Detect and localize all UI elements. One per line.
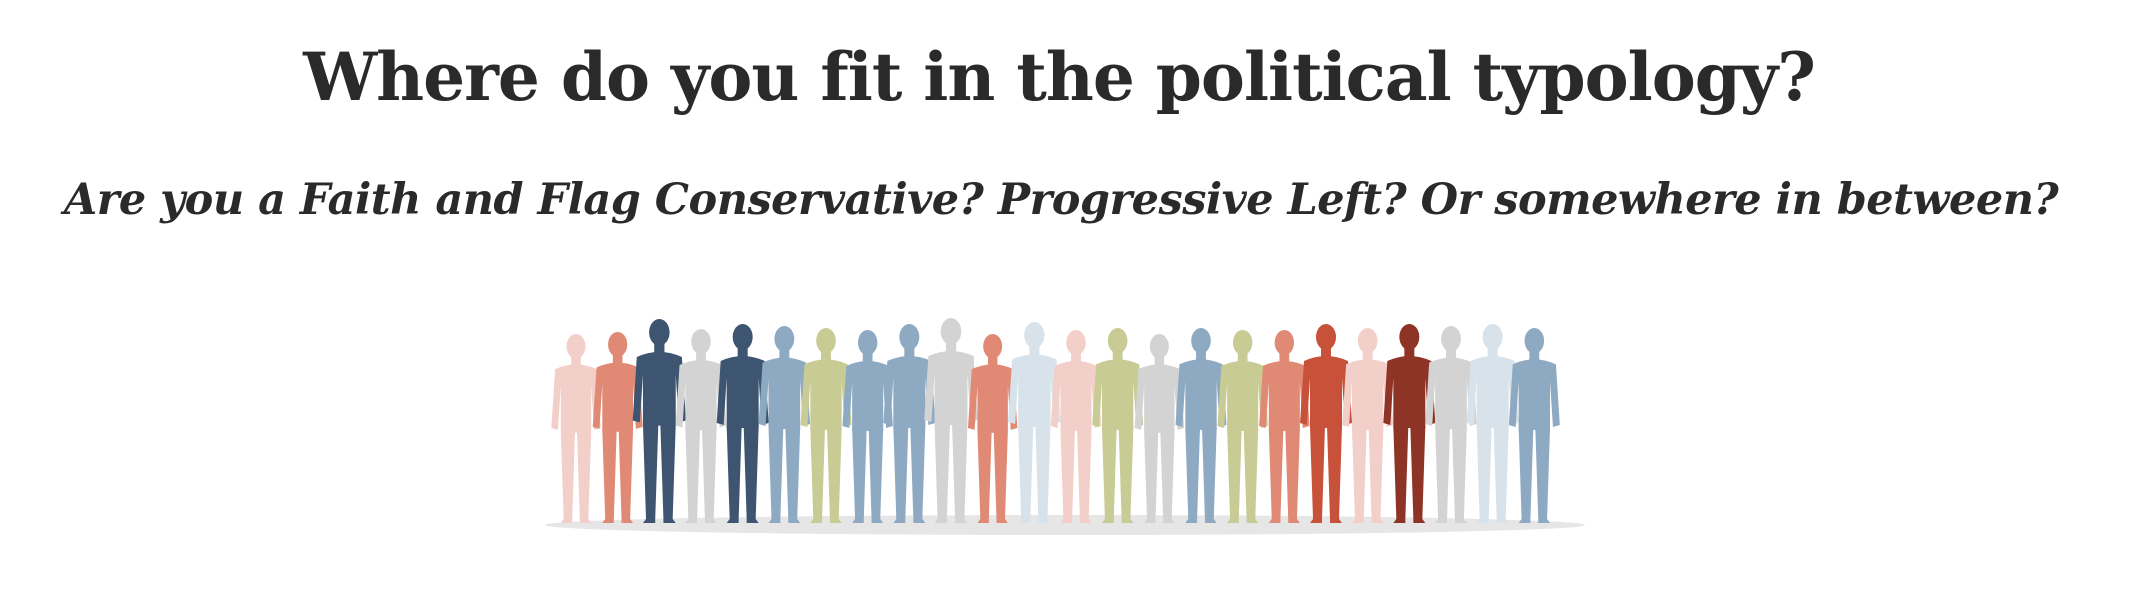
page-subtitle: Are you a Faith and Flag Conservative? P…	[63, 175, 2059, 225]
crowd-silhouettes-icon	[545, 318, 1585, 535]
person-silhouette	[1175, 327, 1227, 523]
person-silhouette	[883, 324, 936, 523]
person-silhouette	[1008, 322, 1061, 523]
person-silhouette	[1383, 324, 1436, 523]
person-silhouette	[842, 329, 893, 523]
person-silhouette	[1300, 324, 1352, 523]
person-silhouette	[551, 333, 601, 523]
page-title: Where do you fit in the political typolo…	[303, 38, 1816, 116]
person-silhouette	[758, 325, 811, 523]
person-silhouette	[632, 319, 686, 523]
person-silhouette	[592, 331, 643, 523]
person-silhouette	[800, 327, 852, 523]
person-silhouette	[716, 324, 769, 523]
person-silhouette	[1425, 325, 1477, 523]
person-silhouette	[1050, 329, 1102, 523]
ground-shadow	[545, 515, 1585, 535]
person-silhouette	[924, 318, 978, 523]
person-silhouette	[675, 328, 727, 523]
person-silhouette	[1508, 327, 1560, 523]
person-silhouette	[1259, 329, 1310, 523]
person-silhouette	[1342, 327, 1394, 523]
person-silhouette	[1217, 329, 1268, 523]
person-silhouette	[1134, 333, 1185, 523]
person-silhouette	[1092, 327, 1144, 523]
person-silhouette	[1466, 324, 1519, 523]
person-silhouette	[967, 333, 1018, 523]
